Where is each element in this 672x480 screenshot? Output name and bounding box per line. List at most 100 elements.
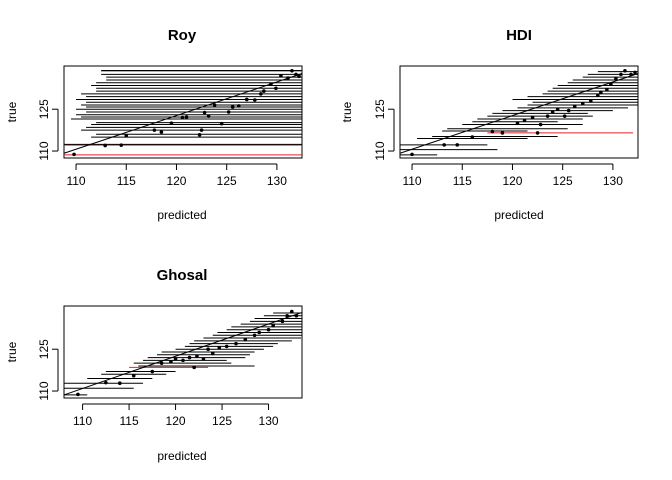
panel-hdi: HDI 110 115 120 125 130 110 125 predicted tru… xyxy=(340,27,639,222)
data-point xyxy=(159,130,164,134)
data-point xyxy=(104,380,108,385)
data-point xyxy=(197,133,202,137)
plot-marks xyxy=(63,68,303,157)
data-point xyxy=(226,110,231,114)
data-point xyxy=(538,122,543,127)
data-point xyxy=(442,143,446,147)
reference-line xyxy=(63,311,303,396)
data-point xyxy=(609,82,613,86)
data-point xyxy=(535,131,540,135)
panel-title: Roy xyxy=(168,27,197,44)
data-point xyxy=(217,346,222,350)
data-point xyxy=(259,92,263,96)
data-point xyxy=(76,392,80,397)
y-tick-label: 125 xyxy=(37,339,51,359)
data-point xyxy=(266,327,271,332)
data-point xyxy=(271,323,275,328)
data-point xyxy=(599,90,603,95)
plot-frame xyxy=(399,65,639,159)
data-point xyxy=(253,98,257,102)
data-point xyxy=(562,114,567,118)
data-point xyxy=(219,121,224,126)
data-point xyxy=(294,72,298,77)
x-tick-label: 115 xyxy=(120,414,139,428)
plot-marks xyxy=(399,68,639,157)
data-point xyxy=(545,114,550,118)
x-tick-label: 130 xyxy=(259,414,279,428)
data-point xyxy=(159,361,164,365)
x-tick-label: 130 xyxy=(267,174,287,188)
x-axis: 110 115 120 125 130 xyxy=(402,163,623,188)
y-axis-label: true xyxy=(5,341,19,362)
data-point xyxy=(244,97,249,102)
y-tick-label: 110 xyxy=(37,381,51,400)
data-point xyxy=(192,365,196,370)
data-point xyxy=(550,110,555,114)
x-tick-label: 115 xyxy=(453,174,472,188)
x-tick-label: 110 xyxy=(66,174,85,188)
x-tick-label: 125 xyxy=(553,174,573,188)
data-point xyxy=(619,72,623,77)
y-tick-label: 110 xyxy=(37,141,51,160)
y-tick-label: 125 xyxy=(37,99,51,119)
data-point xyxy=(262,89,266,93)
data-point xyxy=(285,313,289,318)
x-axis: 110 115 120 125 130 xyxy=(73,403,279,428)
data-point xyxy=(257,330,262,335)
y-axis: 110 125 xyxy=(37,99,59,161)
data-point xyxy=(280,319,285,324)
x-axis-label: predicted xyxy=(157,208,206,222)
data-point xyxy=(522,118,527,123)
x-tick-label: 120 xyxy=(166,174,186,188)
x-tick-label: 110 xyxy=(402,174,421,188)
data-point xyxy=(199,128,204,132)
data-point xyxy=(629,72,633,77)
data-point xyxy=(72,152,76,157)
y-tick-label: 110 xyxy=(373,141,387,160)
data-point xyxy=(117,381,122,386)
data-point xyxy=(279,73,283,78)
data-point xyxy=(572,104,577,109)
x-tick-label: 125 xyxy=(217,174,237,188)
data-point xyxy=(297,74,301,79)
x-axis-label: predicted xyxy=(494,208,543,222)
x-tick-label: 120 xyxy=(502,174,522,188)
data-point xyxy=(187,355,192,360)
data-point xyxy=(206,347,210,352)
data-point xyxy=(169,121,174,125)
data-point xyxy=(210,351,215,356)
data-point xyxy=(234,341,238,346)
data-point xyxy=(201,357,206,361)
y-axis: 110 125 xyxy=(373,99,395,161)
x-axis-label: predicted xyxy=(157,449,206,463)
data-point xyxy=(633,70,637,75)
data-point xyxy=(580,101,585,106)
data-point xyxy=(236,104,241,108)
data-point xyxy=(566,108,571,113)
data-point xyxy=(181,358,185,363)
data-point xyxy=(184,115,189,119)
data-point xyxy=(206,114,211,118)
data-point xyxy=(410,152,414,157)
data-point xyxy=(119,143,124,147)
data-point xyxy=(530,115,535,120)
panel-title: Ghosal xyxy=(157,267,208,284)
y-axis: 110 125 xyxy=(37,339,59,401)
data-point xyxy=(490,129,495,134)
y-axis-label: true xyxy=(340,101,354,122)
plot-marks xyxy=(63,309,303,397)
x-tick-label: 125 xyxy=(212,414,232,428)
panel-title: HDI xyxy=(506,27,532,44)
data-point xyxy=(252,333,257,338)
data-point xyxy=(152,128,157,132)
data-point xyxy=(286,76,290,80)
x-tick-label: 130 xyxy=(603,174,623,188)
data-point xyxy=(224,344,229,349)
data-point xyxy=(103,143,107,148)
data-point xyxy=(124,133,129,138)
y-tick-label: 125 xyxy=(373,99,387,119)
data-point xyxy=(294,313,299,318)
data-point xyxy=(274,86,278,91)
